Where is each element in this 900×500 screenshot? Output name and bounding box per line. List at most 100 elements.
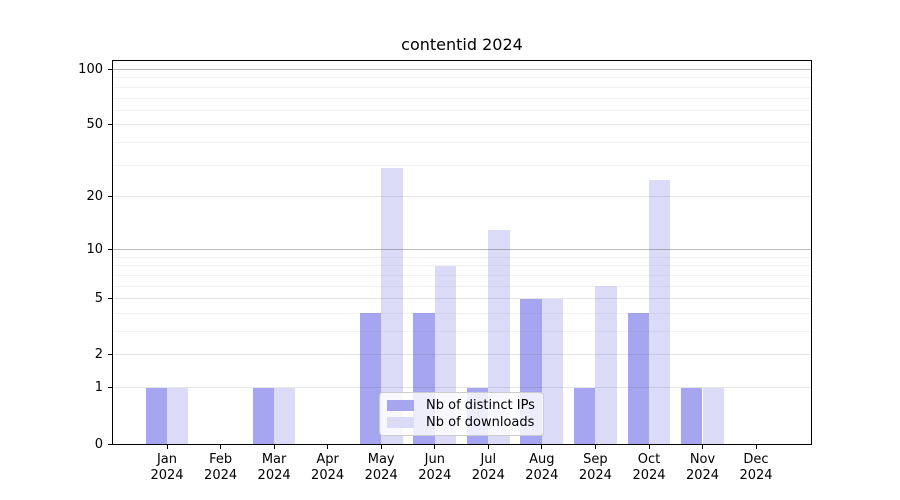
x-tick-label-month: May <box>367 452 395 467</box>
gridline-minor <box>113 256 811 258</box>
bar-distinct-ips-oct <box>627 313 649 444</box>
x-tick-label-year: 2024 <box>525 468 559 483</box>
x-tick <box>380 444 382 449</box>
y-tick <box>108 196 113 198</box>
legend-item-distinct-ips: Nb of distinct IPs <box>387 398 536 413</box>
x-tick <box>220 444 222 449</box>
y-tick <box>108 443 113 445</box>
y-tick-label: 2 <box>94 347 103 363</box>
gridline-minor <box>113 331 811 332</box>
x-tick-label: May 2024 <box>349 452 413 484</box>
x-tick-label-month: Oct <box>637 452 661 467</box>
gridline-minor <box>113 86 811 88</box>
x-tick-label: Nov 2024 <box>671 452 735 484</box>
x-tick <box>434 444 436 449</box>
bar-distinct-ips-jan <box>145 387 167 444</box>
legend: Nb of distinct IPs Nb of downloads <box>379 392 544 436</box>
x-tick-label-month: Sep <box>583 452 608 467</box>
x-tick-label: Sep 2024 <box>563 452 627 484</box>
x-tick-label-month: Mar <box>261 452 287 467</box>
y-tick-label: 20 <box>86 189 103 205</box>
gridline-minor <box>113 142 811 144</box>
bar-distinct-ips-mar <box>252 387 275 444</box>
y-tick <box>108 124 113 126</box>
bar-downloads-sep <box>595 286 617 444</box>
x-tick-label-month: Feb <box>209 452 233 467</box>
gridline-minor <box>113 109 811 111</box>
x-tick-label-year: 2024 <box>418 468 452 483</box>
x-tick-label-year: 2024 <box>257 468 291 483</box>
x-tick-label: Feb 2024 <box>189 452 253 484</box>
bar-downloads-oct <box>649 179 671 444</box>
y-tick-label: 50 <box>86 117 103 133</box>
x-tick-label-month: Jan <box>156 452 178 467</box>
bar-downloads-jan <box>167 387 189 444</box>
x-tick-label-year: 2024 <box>311 468 345 483</box>
x-tick-label-month: Jun <box>424 452 445 467</box>
x-tick <box>702 444 703 449</box>
bar-distinct-ips-sep <box>574 387 596 444</box>
x-tick <box>273 444 275 449</box>
x-tick-label-month: Aug <box>529 452 555 467</box>
legend-swatch-distinct-ips <box>387 399 414 411</box>
x-tick-label-month: Jul <box>480 452 497 467</box>
gridline-major <box>113 248 811 250</box>
x-tick-label-month: Apr <box>316 452 339 467</box>
bar-downloads-mar <box>274 387 296 444</box>
x-tick <box>541 444 543 449</box>
y-tick-label: 100 <box>78 61 103 77</box>
gridline <box>113 298 811 300</box>
y-tick-label: 10 <box>86 241 103 257</box>
x-tick-label: Aug 2024 <box>510 452 574 484</box>
bar-downloads-may <box>381 167 403 444</box>
y-tick <box>108 298 113 300</box>
gridline-minor <box>113 97 811 99</box>
x-tick-label: Jun 2024 <box>403 452 467 484</box>
x-tick-label: Dec 2024 <box>724 452 788 484</box>
y-tick <box>108 248 113 250</box>
legend-label-distinct-ips: Nb of distinct IPs <box>426 397 535 413</box>
x-tick-label-year: 2024 <box>204 468 238 483</box>
chart-title: contentid 2024 <box>401 35 523 54</box>
x-tick <box>327 444 329 449</box>
y-tick <box>108 68 113 70</box>
legend-label-downloads: Nb of downloads <box>426 415 535 431</box>
x-tick <box>755 444 757 449</box>
x-tick <box>166 444 168 449</box>
x-tick-label: Mar 2024 <box>242 452 306 484</box>
x-tick-label-year: 2024 <box>364 468 398 483</box>
y-tick <box>108 387 113 389</box>
gridline-minor <box>113 312 811 314</box>
gridline-minor <box>113 265 811 267</box>
gridline-major <box>113 68 811 70</box>
x-tick-label-year: 2024 <box>685 468 720 483</box>
y-tick-label: 0 <box>94 436 103 452</box>
bar-downloads-nov <box>702 387 724 444</box>
x-tick-label-year: 2024 <box>471 468 505 483</box>
x-tick <box>594 444 596 449</box>
x-tick-label-year: 2024 <box>632 468 666 483</box>
bar-distinct-ips-nov <box>681 387 703 444</box>
bar-downloads-jul <box>488 229 510 444</box>
x-tick-label-year: 2024 <box>739 468 773 483</box>
x-tick-label: Jul 2024 <box>456 452 520 484</box>
y-tick-label: 5 <box>94 291 103 307</box>
x-tick-label-year: 2024 <box>578 468 612 483</box>
gridline-minor <box>113 164 811 166</box>
x-tick-label-month: Dec <box>743 452 769 467</box>
x-tick-label-month: Nov <box>689 452 716 467</box>
y-tick-label: 1 <box>94 380 103 396</box>
y-tick <box>108 354 113 356</box>
x-tick-label: Apr 2024 <box>296 452 360 484</box>
gridline-minor <box>113 274 811 276</box>
x-tick-label-year: 2024 <box>150 468 184 483</box>
plot-area <box>112 60 812 445</box>
x-tick <box>648 444 650 449</box>
bar-downloads-aug <box>541 298 564 444</box>
gridline <box>113 124 811 126</box>
gridline <box>113 354 811 356</box>
legend-item-downloads: Nb of downloads <box>387 415 536 430</box>
gridline <box>113 196 811 198</box>
gridline-minor <box>113 77 811 79</box>
